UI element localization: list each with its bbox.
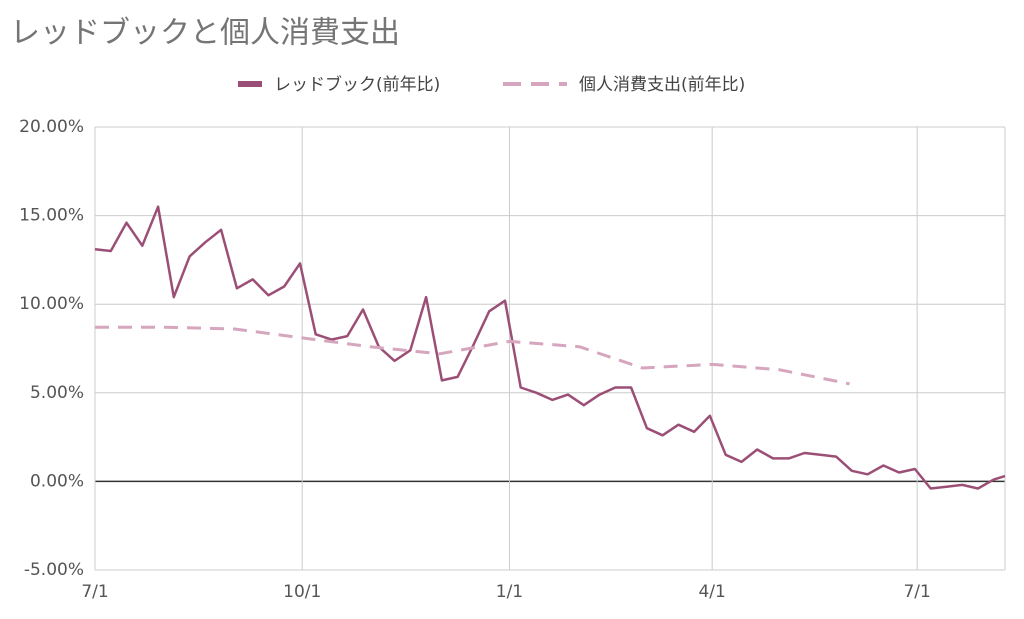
x-tick-label: 7/1 bbox=[81, 582, 108, 602]
y-tick-label: 5.00% bbox=[30, 383, 84, 403]
x-tick-label: 4/1 bbox=[698, 582, 725, 602]
x-tick-label: 10/1 bbox=[283, 582, 321, 602]
y-tick-label: 0.00% bbox=[30, 471, 84, 491]
x-tick-label: 1/1 bbox=[496, 582, 523, 602]
legend-label: レッドブック(前年比) bbox=[274, 74, 440, 95]
legend-label: 個人消費支出(前年比) bbox=[579, 75, 745, 95]
chart-title: レッドブックと個人消費支出 bbox=[10, 16, 400, 51]
x-tick-label: 7/1 bbox=[903, 582, 930, 602]
y-tick-label: 20.00% bbox=[19, 117, 84, 137]
y-tick-label: 10.00% bbox=[19, 294, 84, 314]
y-tick-label: -5.00% bbox=[24, 560, 84, 580]
series-line bbox=[94, 205, 1006, 490]
series-line bbox=[95, 325, 850, 386]
y-tick-label: 15.00% bbox=[19, 206, 84, 226]
